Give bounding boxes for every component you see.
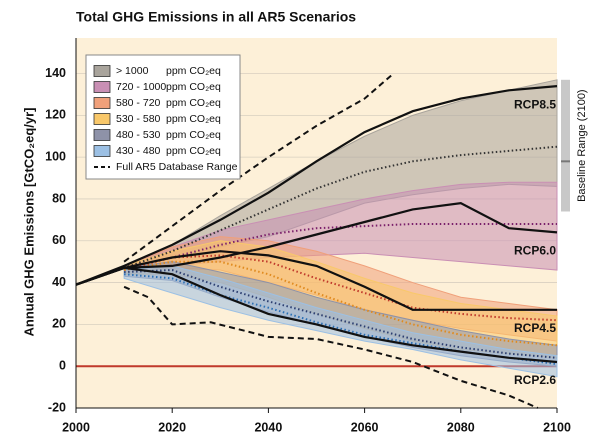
baseline-label: Baseline Range (2100): [576, 89, 588, 202]
y-axis-label: Annual GHG Emissions [GtCO₂eq/yr]: [21, 108, 36, 337]
legend-label: 430 - 480: [116, 145, 161, 157]
y-tick-label: -20: [48, 400, 66, 414]
y-tick-label: 40: [52, 275, 66, 289]
x-tick-label: 2060: [351, 420, 379, 434]
x-tick-label: 2080: [447, 420, 475, 434]
y-tick-label: 140: [45, 66, 66, 80]
legend-label: Full AR5 Database Range: [116, 161, 238, 173]
median-line: [124, 273, 558, 366]
legend-label: 530 - 580: [116, 113, 161, 125]
rcp-label: RCP8.5: [514, 97, 556, 111]
legend-swatch: [93, 97, 111, 109]
rcp-line: [75, 266, 558, 364]
y-tick-label: 80: [52, 191, 66, 205]
rcp-label: RCP2.6: [514, 373, 556, 387]
legend-unit: ppm CO₂eq: [166, 129, 221, 141]
rcp-label: RCP4.5: [514, 321, 556, 335]
legend-unit: ppm CO₂eq: [166, 81, 221, 93]
full-range-line: [123, 72, 395, 263]
full-range-line: [123, 285, 539, 409]
rcp-line: [75, 201, 558, 286]
y-tick-label: 20: [52, 317, 66, 331]
chart-title: Total GHG Emissions in all AR5 Scenarios: [76, 9, 356, 25]
legend-label: 580 - 720: [116, 97, 161, 109]
rcp-line: [75, 250, 557, 311]
rcp-line: [75, 85, 558, 286]
legend-unit: ppm CO₂eq: [166, 97, 221, 109]
legend-swatch: [93, 113, 111, 125]
legend-swatch: [93, 145, 111, 157]
y-tick-label: 120: [45, 108, 66, 122]
x-tick-label: 2000: [62, 420, 90, 434]
legend-box: [85, 54, 241, 180]
legend-unit: ppm CO₂eq: [166, 113, 221, 125]
x-tick-label: 2040: [254, 420, 282, 434]
legend-swatch: [93, 81, 111, 93]
legend-swatch: [93, 129, 111, 141]
rcp-label: RCP6.0: [514, 244, 556, 258]
legend-unit: ppm CO₂eq: [166, 145, 221, 157]
legend-label: 480 - 530: [116, 129, 161, 141]
x-tick-label: 2100: [543, 420, 571, 434]
x-tick-label: 2020: [158, 420, 186, 434]
median-line: [123, 145, 558, 269]
legend-unit: ppm CO₂eq: [166, 65, 221, 77]
y-tick-label: 0: [59, 358, 66, 372]
legend-label: 720 - 1000: [116, 81, 166, 93]
y-tick-label: 60: [52, 233, 66, 247]
baseline-range: [561, 79, 570, 212]
legend-label: > 1000: [116, 65, 149, 77]
legend-swatch: [93, 65, 111, 77]
y-tick-label: 100: [45, 149, 66, 163]
